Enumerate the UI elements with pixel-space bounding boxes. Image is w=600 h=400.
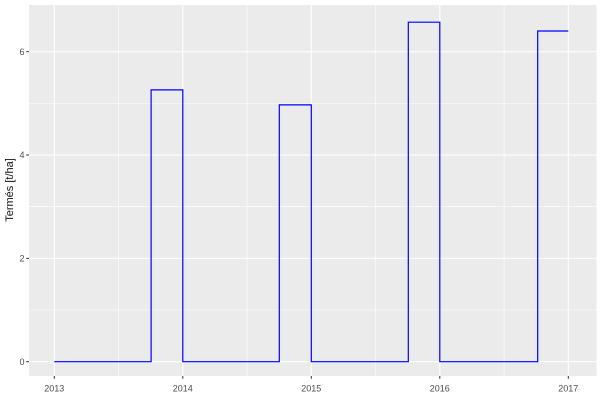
y-tick-label: 4 xyxy=(19,150,24,160)
y-tick-label: 0 xyxy=(19,357,24,367)
x-tick-label: 2016 xyxy=(430,384,450,394)
y-axis-title: Termés [t/ha] xyxy=(4,158,16,222)
yield-step-line xyxy=(54,21,569,363)
y-tick-label: 6 xyxy=(19,47,24,57)
x-tick-label: 2017 xyxy=(558,384,578,394)
x-tick-label: 2015 xyxy=(301,384,321,394)
x-tick-label: 2013 xyxy=(44,384,64,394)
x-tick-label: 2014 xyxy=(173,384,193,394)
y-tick-label: 2 xyxy=(19,254,24,264)
plot-panel xyxy=(29,5,597,376)
